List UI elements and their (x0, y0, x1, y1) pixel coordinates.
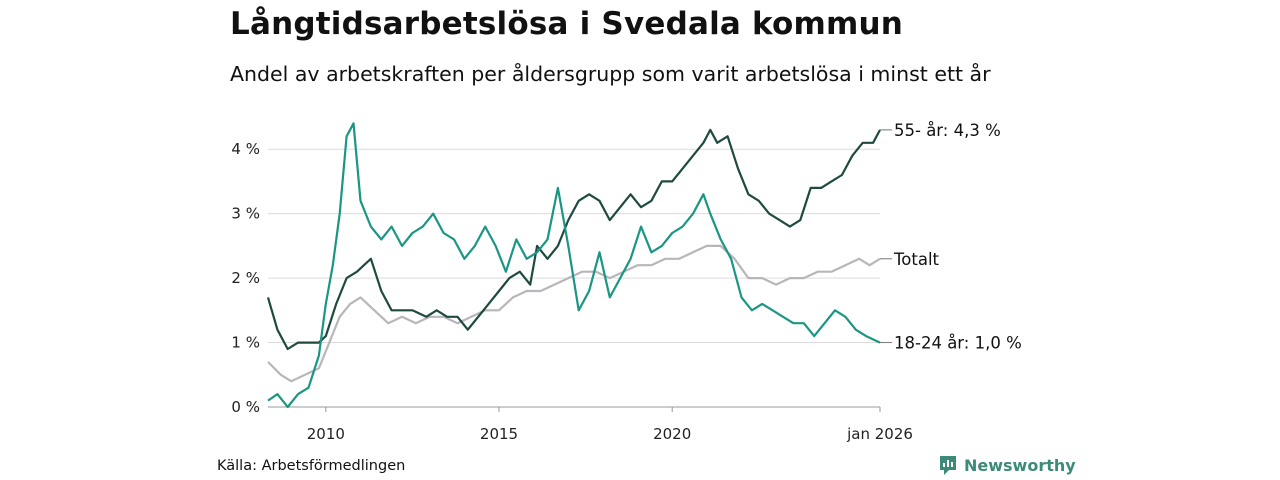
y-tick-label: 1 % (231, 334, 260, 352)
chart-title: Långtidsarbetslösa i Svedala kommun (230, 6, 904, 42)
x-tick-label: 2010 (307, 425, 345, 443)
end-label: 18-24 år: 1,0 % (894, 334, 1022, 353)
x-tick-label: 2020 (653, 425, 691, 443)
y-tick-label: 0 % (231, 398, 260, 416)
newsworthy-logo-icon (940, 456, 956, 475)
end-label: 55- år: 4,3 % (894, 121, 1001, 140)
end-label: Totalt (893, 250, 940, 269)
series-line-18-24-r (267, 122, 881, 409)
line-chart: 0 % 1 % 2 % 3 % 4 % 2010 2015 2020 jan 2026 55-… (231, 121, 1022, 443)
series-end-labels: 55- år: 4,3 % 18-24 år: 1,0 % Totalt (880, 121, 1022, 353)
series-line-55-r (266, 128, 881, 351)
series-line-totalt (267, 244, 881, 383)
y-tick-label: 4 % (231, 140, 260, 158)
brand-name: Newsworthy (964, 455, 1076, 475)
x-axis-ticks: 2010 2015 2020 jan 2026 (268, 406, 913, 443)
x-tick-label: 2015 (480, 425, 518, 443)
series-lines (266, 122, 881, 409)
x-tick-label: jan 2026 (846, 425, 913, 443)
chart-subtitle: Andel av arbetskraften per åldersgrupp s… (230, 62, 991, 86)
brand-logo[interactable]: Newsworthy (938, 454, 1076, 476)
y-tick-label: 3 % (231, 205, 260, 223)
y-axis-ticks: 0 % 1 % 2 % 3 % 4 % (231, 140, 260, 416)
y-tick-label: 2 % (231, 269, 260, 287)
source-note: Källa: Arbetsförmedlingen (217, 458, 406, 474)
